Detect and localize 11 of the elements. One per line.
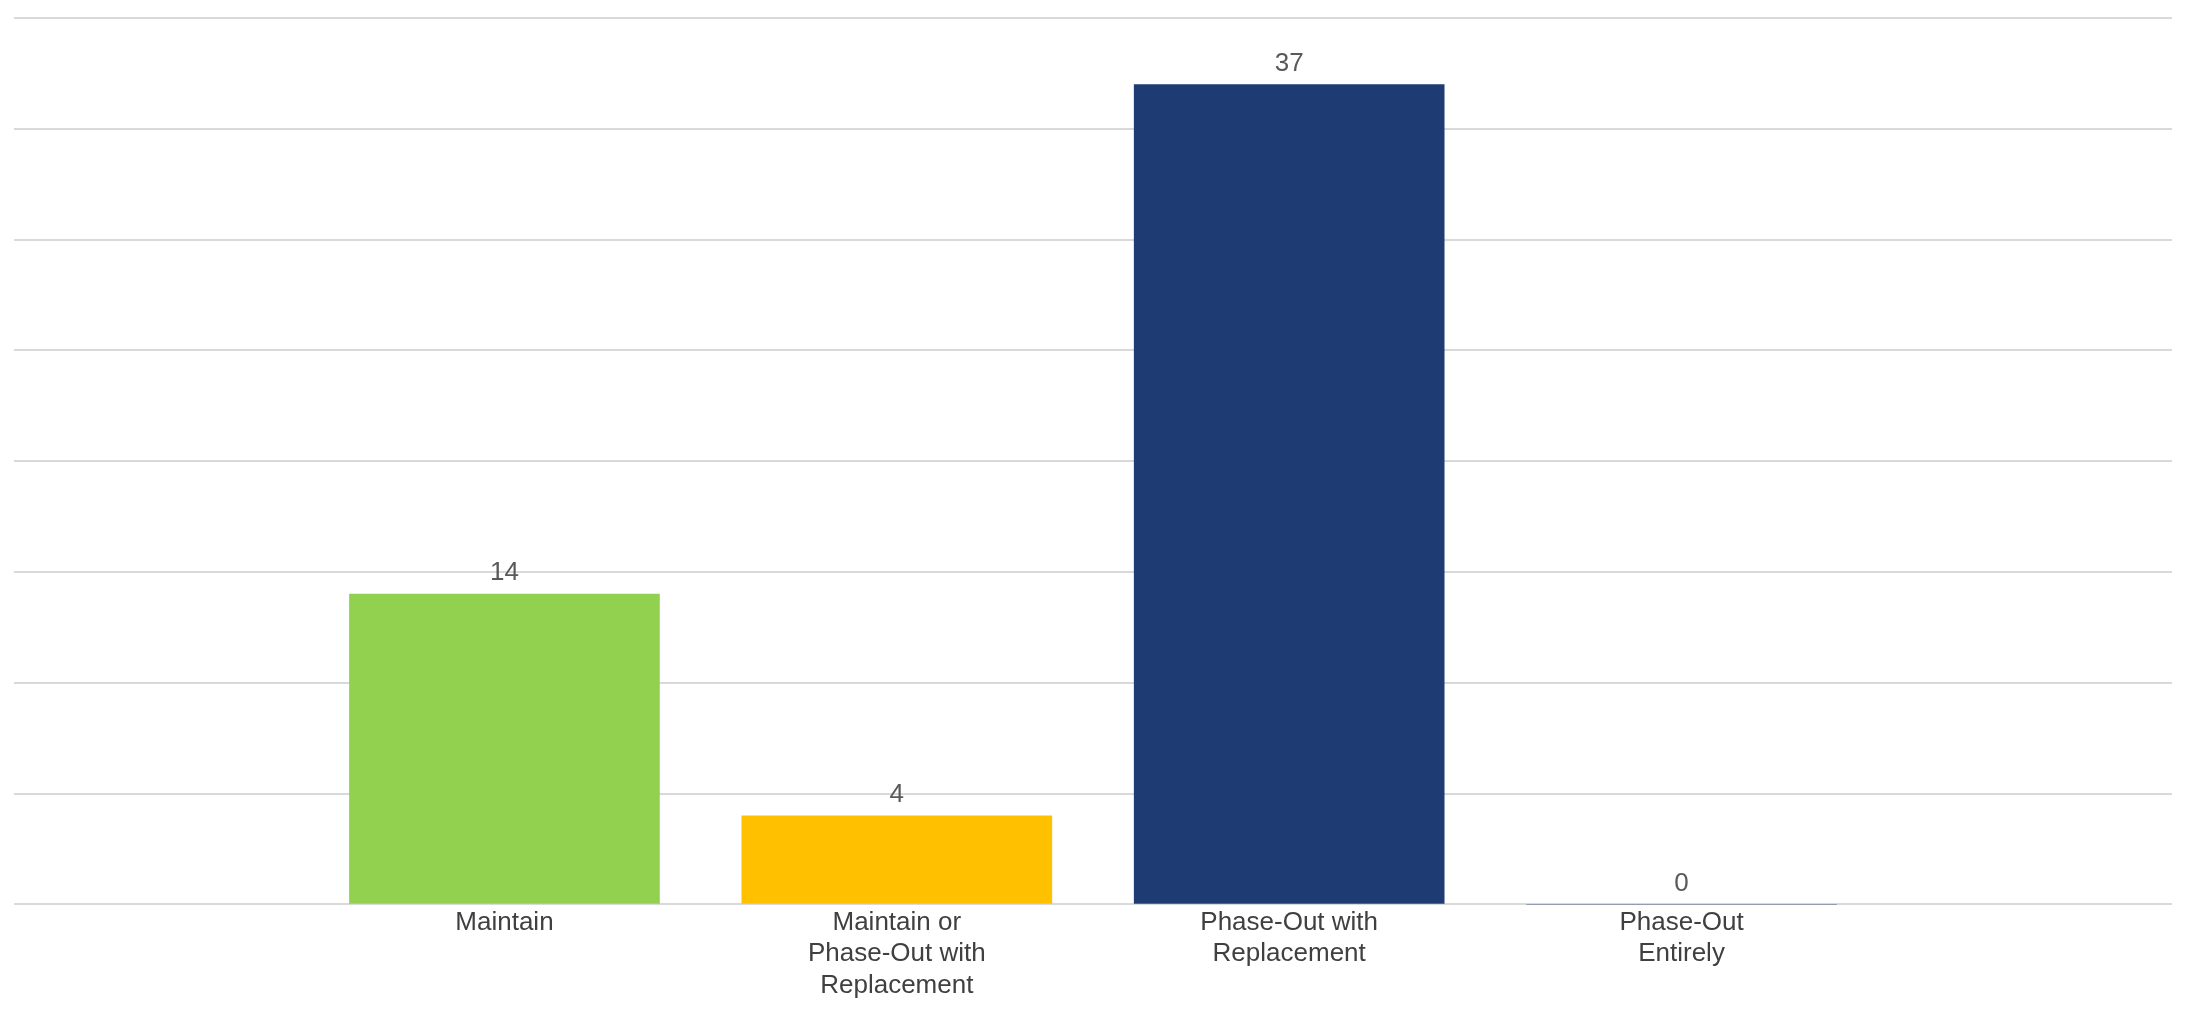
bar bbox=[349, 593, 660, 904]
data-label: 37 bbox=[1274, 46, 1304, 77]
data-label: 14 bbox=[489, 556, 519, 587]
data-label: 0 bbox=[1674, 866, 1689, 897]
bar bbox=[1133, 84, 1445, 904]
x-tick-label: Maintain bbox=[455, 906, 554, 937]
bar bbox=[741, 815, 1053, 904]
x-tick-label: Phase-Out with Replacement bbox=[1200, 906, 1379, 968]
x-tick-label: Phase-Out Entirely bbox=[1619, 906, 1745, 968]
x-tick-label: Maintain or Phase-Out with Replacement bbox=[807, 906, 986, 999]
data-label: 4 bbox=[889, 777, 905, 808]
